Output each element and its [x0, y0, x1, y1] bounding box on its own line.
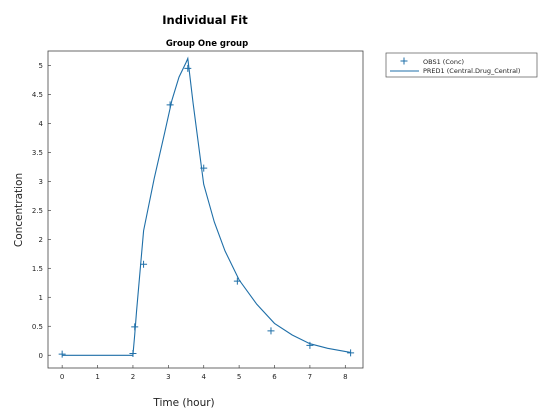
y-tick-label: 5 [39, 62, 43, 70]
x-tick-label: 5 [237, 373, 241, 381]
data-point-obs [129, 350, 137, 358]
x-tick-label: 0 [60, 373, 64, 381]
legend-label-pred: PRED1 (Central.Drug_Central) [423, 67, 520, 75]
series-layer [58, 56, 355, 358]
x-tick-label: 1 [95, 373, 99, 381]
y-tick-label: 1.5 [32, 265, 43, 273]
y-tick-label: 0 [39, 352, 43, 360]
legend-plus-marker [400, 57, 408, 65]
data-point-obs [233, 277, 241, 285]
legend: OBS1 (Conc) PRED1 (Central.Drug_Central) [385, 52, 538, 78]
series-line-pred [62, 56, 351, 356]
data-point-obs [184, 64, 192, 72]
plot-area [47, 50, 364, 369]
data-point-obs [306, 341, 314, 349]
legend-marker-obs [400, 57, 408, 65]
data-point-obs [347, 349, 355, 357]
data-point-obs [140, 260, 148, 268]
data-point-obs [200, 164, 208, 172]
x-tick-label: 2 [131, 373, 135, 381]
chart-subtitle: Group One group [166, 39, 248, 49]
y-tick-label: 3.5 [32, 149, 43, 157]
x-tick-label: 3 [166, 373, 170, 381]
x-axis: 0 1 2 3 4 5 6 7 8 [60, 365, 348, 381]
y-tick-label: 3 [39, 178, 43, 186]
y-tick-label: 0.5 [32, 323, 43, 331]
data-point-obs [58, 350, 66, 358]
data-point-obs [131, 323, 139, 331]
chart-title: Individual Fit [162, 13, 248, 27]
x-axis-label: Time (hour) [152, 397, 214, 409]
y-axis: 0 0.5 1 1.5 2 2.5 3 3.5 4 4.5 5 [32, 62, 51, 360]
y-tick-label: 4.5 [32, 91, 43, 99]
data-point-obs [267, 327, 275, 335]
y-tick-label: 2.5 [32, 207, 43, 215]
x-tick-label: 4 [201, 373, 206, 381]
x-tick-label: 8 [343, 373, 347, 381]
y-tick-label: 2 [39, 236, 43, 244]
x-tick-label: 6 [272, 373, 277, 381]
y-tick-label: 4 [39, 120, 44, 128]
x-tick-label: 7 [308, 373, 312, 381]
y-tick-label: 1 [39, 294, 43, 302]
data-point-obs [166, 101, 174, 109]
legend-box [385, 52, 538, 78]
legend-label-obs: OBS1 (Conc) [423, 58, 464, 66]
y-axis-label: Concentration [13, 173, 25, 247]
